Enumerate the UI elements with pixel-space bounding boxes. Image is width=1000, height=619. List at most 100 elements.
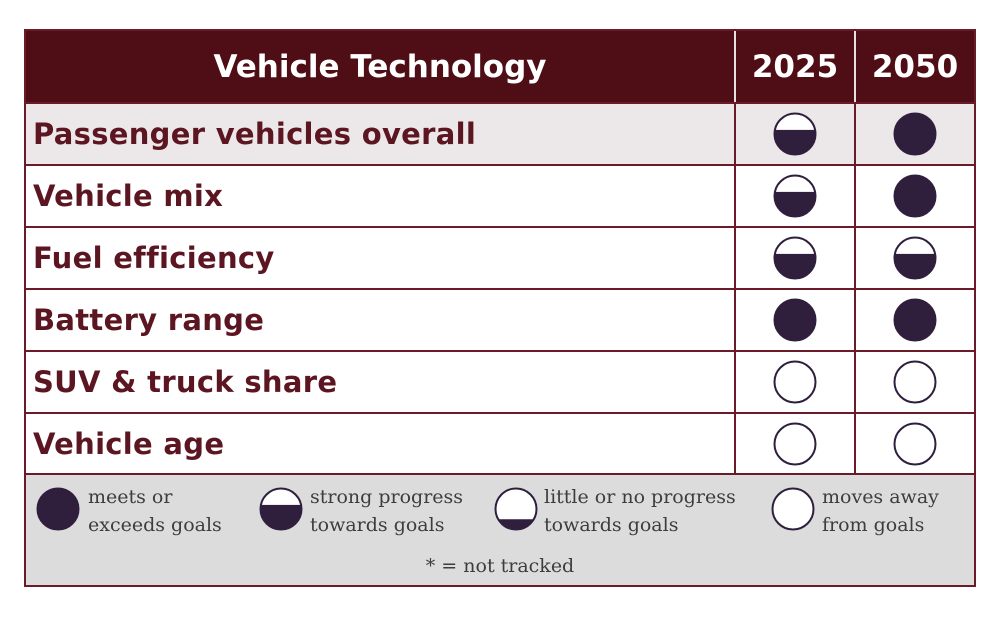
rating-cell-2050 xyxy=(856,104,974,164)
rating-cell-2025 xyxy=(736,414,854,474)
rating-meets-icon xyxy=(893,298,937,342)
rating-cell-2050 xyxy=(856,414,974,474)
legend-label: little or no progress towards goals xyxy=(544,486,736,536)
rating-strong-icon xyxy=(893,236,937,280)
circle-outline xyxy=(36,487,80,531)
footnote: * = not tracked xyxy=(425,555,575,577)
rating-meets-icon xyxy=(773,298,817,342)
circle-outline xyxy=(259,487,303,531)
scorecard-table: Vehicle Technology 2025 2050 Passenger v… xyxy=(24,29,976,587)
column-header-2050: 2050 xyxy=(871,48,959,85)
circle-fill xyxy=(495,519,537,530)
circle-fill xyxy=(774,253,816,279)
circle-background xyxy=(894,423,936,465)
column-divider xyxy=(854,352,856,412)
column-divider xyxy=(854,228,856,288)
full-circle-icon xyxy=(36,487,80,531)
table-row: Vehicle mix xyxy=(26,164,974,226)
column-divider xyxy=(854,414,856,474)
row-label: Vehicle mix xyxy=(33,179,224,213)
rating-cell-2025 xyxy=(736,166,854,226)
column-header-2025: 2025 xyxy=(751,48,839,85)
header-divider xyxy=(734,31,736,102)
column-divider xyxy=(734,290,736,350)
circle-fill xyxy=(894,299,936,341)
column-divider xyxy=(854,104,856,164)
circle-outline xyxy=(893,360,937,404)
rating-meets-icon xyxy=(893,112,937,156)
circle-fill xyxy=(774,129,816,155)
circle-outline xyxy=(893,112,937,156)
legend-label: meets or exceeds goals xyxy=(88,486,222,536)
rating-cell-2050 xyxy=(856,166,974,226)
row-label: SUV & truck share xyxy=(33,365,338,399)
table-row: SUV & truck share xyxy=(26,350,974,412)
legend-meets-circle xyxy=(36,487,80,531)
header-divider xyxy=(854,31,856,102)
circle-outline xyxy=(773,422,817,466)
circle-outline xyxy=(771,487,815,531)
column-divider xyxy=(734,228,736,288)
column-divider xyxy=(734,352,736,412)
circle-outline xyxy=(893,298,937,342)
circle-fill xyxy=(260,504,302,530)
row-label: Passenger vehicles overall xyxy=(33,117,477,151)
rating-cell-2025 xyxy=(736,352,854,412)
rating-away-icon xyxy=(773,422,817,466)
circle-fill xyxy=(37,488,79,530)
rating-strong-icon xyxy=(773,236,817,280)
table-row: Fuel efficiency xyxy=(26,226,974,288)
rating-cell-2050 xyxy=(856,290,974,350)
circle-outline xyxy=(893,422,937,466)
legend-strong-circle xyxy=(259,487,303,531)
rating-cell-2025 xyxy=(736,104,854,164)
circle-background xyxy=(774,361,816,403)
table-title: Vehicle Technology xyxy=(213,48,547,85)
mostly-filled-circle-icon xyxy=(259,487,303,531)
circle-outline xyxy=(773,360,817,404)
legend-little-circle xyxy=(494,487,538,531)
row-label: Fuel efficiency xyxy=(33,241,275,275)
circle-background xyxy=(772,488,814,530)
circle-outline xyxy=(893,236,937,280)
circle-fill xyxy=(894,175,936,217)
column-divider xyxy=(734,166,736,226)
circle-fill xyxy=(774,191,816,217)
circle-background xyxy=(774,423,816,465)
legend-label: moves away from goals xyxy=(822,486,939,536)
row-label: Vehicle age xyxy=(33,427,225,461)
circle-outline xyxy=(773,298,817,342)
circle-outline xyxy=(773,174,817,218)
row-label: Battery range xyxy=(33,303,265,337)
column-divider xyxy=(854,290,856,350)
circle-background xyxy=(894,361,936,403)
header-row: Vehicle Technology 2025 2050 xyxy=(26,31,974,102)
table-row: Battery range xyxy=(26,288,974,350)
rating-cell-2050 xyxy=(856,352,974,412)
rating-strong-icon xyxy=(773,112,817,156)
table-row: Passenger vehicles overall xyxy=(26,102,974,164)
circle-fill xyxy=(894,113,936,155)
column-divider xyxy=(734,414,736,474)
circle-outline xyxy=(773,112,817,156)
slightly-filled-circle-icon xyxy=(494,487,538,531)
circle-fill xyxy=(894,253,936,279)
rating-cell-2050 xyxy=(856,228,974,288)
table-row: Vehicle age xyxy=(26,412,974,474)
rating-away-icon xyxy=(893,360,937,404)
column-divider xyxy=(854,166,856,226)
circle-fill xyxy=(774,299,816,341)
rating-meets-icon xyxy=(893,174,937,218)
circle-outline xyxy=(494,487,538,531)
legend: meets or exceeds goals strong progress t… xyxy=(26,473,974,585)
rating-cell-2025 xyxy=(736,228,854,288)
rating-cell-2025 xyxy=(736,290,854,350)
rating-away-icon xyxy=(893,422,937,466)
rating-strong-icon xyxy=(773,174,817,218)
empty-circle-icon xyxy=(771,487,815,531)
legend-away-circle xyxy=(771,487,815,531)
circle-outline xyxy=(773,236,817,280)
circle-outline xyxy=(893,174,937,218)
column-divider xyxy=(734,104,736,164)
rating-away-icon xyxy=(773,360,817,404)
